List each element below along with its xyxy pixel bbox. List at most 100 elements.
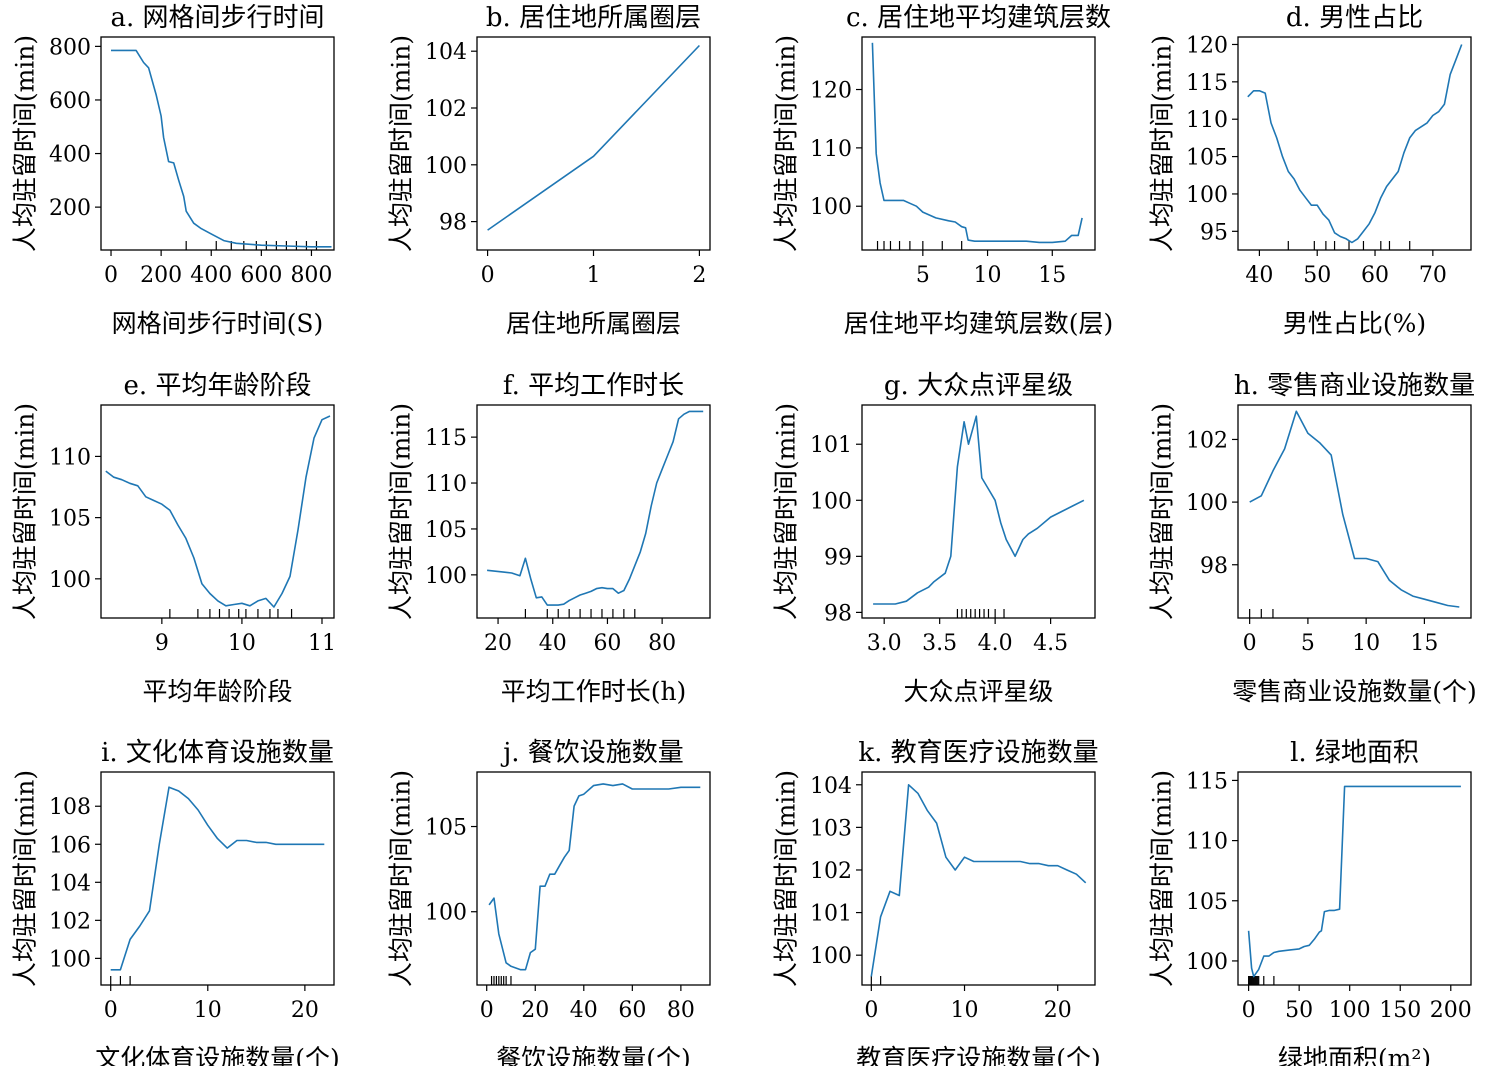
chart-b-series-line bbox=[487, 44, 700, 231]
chart-e-xtick-label: 10 bbox=[228, 631, 256, 656]
chart-g-ytick-label: 101 bbox=[810, 433, 852, 458]
chart-i-ytick-label: 102 bbox=[49, 909, 91, 934]
chart-k-ytick-label: 100 bbox=[810, 944, 852, 969]
chart-i-title: i. 文化体育设施数量 bbox=[101, 738, 334, 768]
chart-d-ytick-label: 115 bbox=[1186, 71, 1228, 96]
chart-i-series-line bbox=[110, 786, 325, 971]
chart-k-frame bbox=[861, 771, 1096, 986]
chart-f-ytick-label: 115 bbox=[425, 426, 467, 451]
chart-e-ytick-label: 110 bbox=[49, 445, 91, 470]
chart-k-xtick-label: 20 bbox=[1044, 998, 1072, 1023]
chart-l-ytick-label: 110 bbox=[1186, 830, 1228, 855]
chart-k-xtick-label: 0 bbox=[864, 998, 878, 1023]
chart-k-series-line bbox=[870, 783, 1087, 977]
chart-g-xtick-label: 4.5 bbox=[1033, 631, 1068, 656]
chart-l-xtick-label: 100 bbox=[1329, 998, 1371, 1023]
chart-b-ytick-label: 100 bbox=[425, 154, 467, 179]
chart-j-xtick-label: 80 bbox=[667, 998, 695, 1023]
chart-e-ytick-label: 100 bbox=[49, 568, 91, 593]
chart-i-xtick-label: 0 bbox=[104, 998, 118, 1023]
chart-d-xtick-label: 70 bbox=[1419, 263, 1447, 288]
chart-b-ytick-label: 104 bbox=[425, 40, 467, 65]
chart-a-ytick-label: 200 bbox=[49, 196, 91, 221]
chart-j-series-line bbox=[488, 783, 701, 971]
chart-d-ytick-label: 105 bbox=[1186, 146, 1228, 171]
chart-j-xtick-label: 60 bbox=[618, 998, 646, 1023]
chart-l-series-line bbox=[1247, 785, 1461, 978]
chart-g-series-line bbox=[873, 415, 1085, 605]
chart-f-ytick-label: 100 bbox=[425, 564, 467, 589]
chart-a-series-line bbox=[111, 49, 332, 248]
chart-d-ytick-label: 120 bbox=[1186, 33, 1228, 58]
chart-i-xlabel: 文化体育设施数量(个) bbox=[95, 1044, 340, 1066]
chart-c-series-line bbox=[871, 42, 1083, 244]
chart-h-xlabel: 零售商业设施数量(个) bbox=[1232, 677, 1477, 706]
chart-l-xtick-label: 150 bbox=[1379, 998, 1421, 1023]
chart-i-xtick-label: 20 bbox=[291, 998, 319, 1023]
chart-a-xlabel: 网格间步行时间(S) bbox=[112, 309, 324, 338]
chart-j-ytick-label: 105 bbox=[425, 816, 467, 841]
chart-l-ytick-label: 100 bbox=[1186, 950, 1228, 975]
chart-c-ytick-label: 120 bbox=[810, 79, 852, 104]
chart-c-xlabel: 居住地平均建筑层数(层) bbox=[844, 309, 1114, 338]
chart-g-ytick-label: 100 bbox=[810, 489, 852, 514]
chart-c-title: c. 居住地平均建筑层数 bbox=[846, 3, 1111, 33]
chart-e-frame bbox=[100, 404, 335, 619]
chart-c-ytick-label: 110 bbox=[810, 137, 852, 162]
chart-e-xtick-label: 9 bbox=[155, 631, 169, 656]
chart-e-xlabel: 平均年龄阶段 bbox=[142, 677, 292, 706]
chart-j-xtick-label: 20 bbox=[521, 998, 549, 1023]
chart-f-xtick-label: 40 bbox=[539, 631, 567, 656]
chart-a-frame bbox=[100, 36, 335, 251]
chart-g-title: g. 大众点评星级 bbox=[884, 371, 1073, 401]
chart-e-ytick-label: 105 bbox=[49, 507, 91, 532]
chart-l-ylabel: 人均驻留时间(min) bbox=[1148, 770, 1177, 987]
chart-b-title: b. 居住地所属圈层 bbox=[486, 3, 701, 33]
chart-b-xlabel: 居住地所属圈层 bbox=[506, 309, 681, 338]
chart-h-frame bbox=[1237, 404, 1472, 619]
chart-h-xtick-label: 0 bbox=[1243, 631, 1257, 656]
chart-h-ytick-label: 98 bbox=[1200, 554, 1228, 579]
chart-h-xtick-label: 15 bbox=[1410, 631, 1438, 656]
chart-j-frame bbox=[476, 771, 711, 986]
chart-d-xtick-label: 60 bbox=[1361, 263, 1389, 288]
chart-c-xtick-label: 15 bbox=[1038, 263, 1066, 288]
chart-j-title: j. 餐饮设施数量 bbox=[500, 738, 684, 768]
chart-a-xtick-label: 600 bbox=[240, 263, 282, 288]
chart-k-ytick-label: 104 bbox=[810, 774, 852, 799]
chart-k-xtick-label: 10 bbox=[951, 998, 979, 1023]
chart-i-ytick-label: 106 bbox=[49, 833, 91, 858]
chart-b-xtick-label: 2 bbox=[692, 263, 706, 288]
chart-d-ytick-label: 95 bbox=[1200, 220, 1228, 245]
chart-j-ytick-label: 100 bbox=[425, 901, 467, 926]
chart-g-xlabel: 大众点评星级 bbox=[903, 677, 1053, 706]
chart-e-title: e. 平均年龄阶段 bbox=[124, 371, 312, 401]
chart-e-ylabel: 人均驻留时间(min) bbox=[11, 403, 40, 620]
chart-h-xtick-label: 10 bbox=[1352, 631, 1380, 656]
chart-a-title: a. 网格间步行时间 bbox=[110, 3, 324, 33]
chart-a-panel: 0 200 400 600 800 200 400 600 800 a. 网格间步行时间网格间步行… bbox=[11, 3, 335, 338]
chart-l-xtick-label: 0 bbox=[1242, 998, 1256, 1023]
chart-c-frame bbox=[861, 36, 1096, 251]
chart-i-ytick-label: 104 bbox=[49, 871, 91, 896]
chart-d-title: d. 男性占比 bbox=[1286, 3, 1423, 33]
chart-g-ytick-label: 98 bbox=[824, 601, 852, 626]
chart-g-xtick-label: 4.0 bbox=[978, 631, 1013, 656]
chart-f-ytick-label: 105 bbox=[425, 518, 467, 543]
chart-f-ylabel: 人均驻留时间(min) bbox=[387, 403, 416, 620]
chart-a-ylabel: 人均驻留时间(min) bbox=[11, 35, 40, 252]
chart-d-xlabel: 男性占比(%) bbox=[1283, 309, 1426, 338]
chart-i-ytick-label: 108 bbox=[49, 795, 91, 820]
chart-d-ytick-label: 100 bbox=[1186, 183, 1228, 208]
chart-b-ylabel: 人均驻留时间(min) bbox=[387, 35, 416, 252]
chart-l-ytick-label: 105 bbox=[1186, 890, 1228, 915]
chart-g-xtick-label: 3.5 bbox=[922, 631, 957, 656]
chart-e-series-line bbox=[105, 415, 331, 608]
chart-i-frame bbox=[100, 771, 335, 986]
